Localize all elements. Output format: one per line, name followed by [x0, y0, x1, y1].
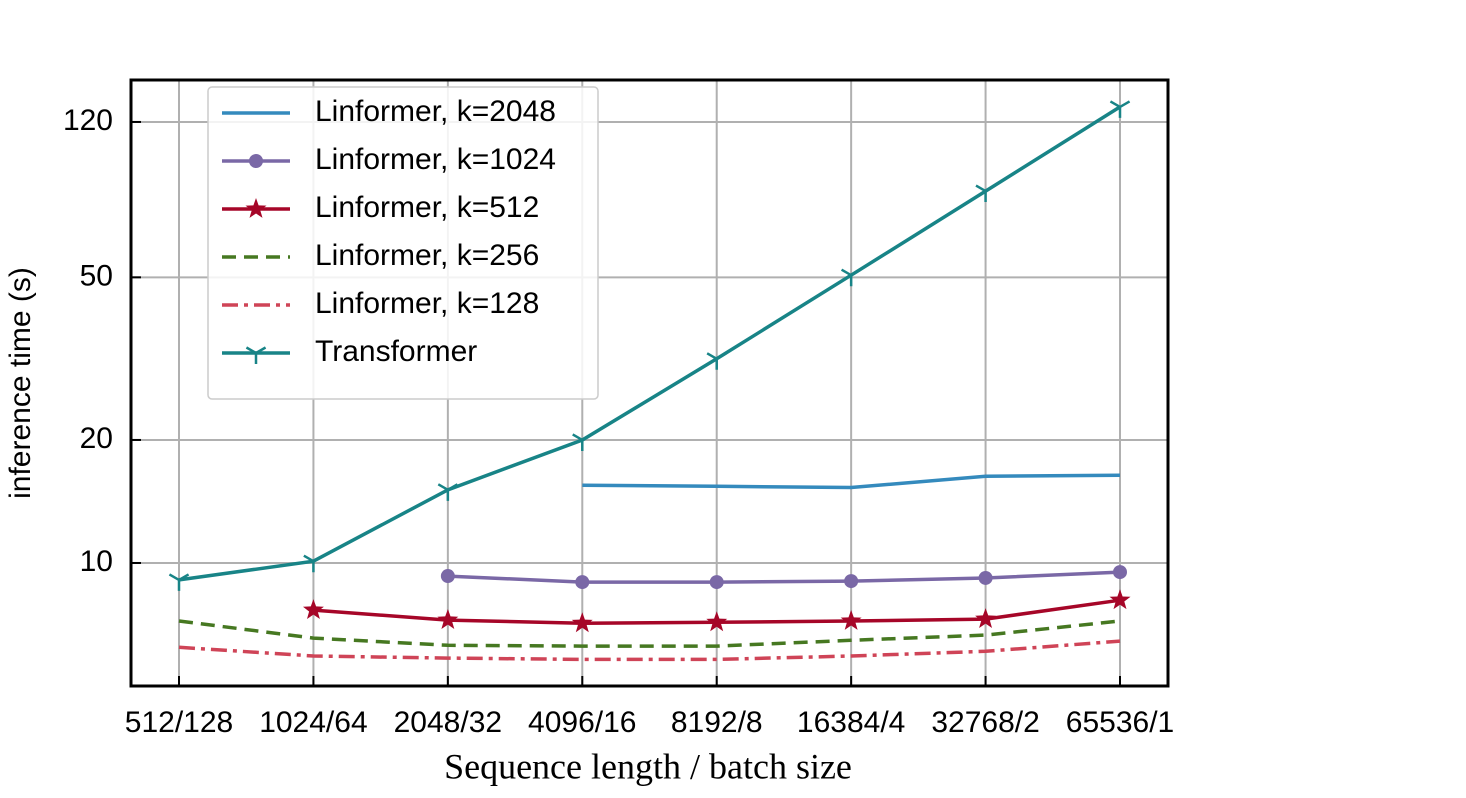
x-axis-label: Sequence length / batch size — [444, 746, 852, 786]
legend-label: Linformer, k=128 — [315, 287, 539, 320]
marker — [249, 154, 263, 168]
marker — [572, 433, 593, 451]
marker — [978, 570, 993, 585]
marker — [437, 609, 459, 629]
marker — [303, 554, 324, 573]
y-axis-label: inference time (s) — [4, 267, 37, 499]
marker — [706, 352, 727, 370]
legend-label: Linformer, k=256 — [315, 239, 539, 272]
marker — [1109, 100, 1131, 118]
plot-frame — [129, 78, 1170, 688]
y-tick-label: 20 — [80, 422, 113, 455]
legend-label: Transformer — [315, 335, 477, 368]
x-tick-label: 8192/8 — [671, 706, 763, 739]
marker — [245, 198, 267, 218]
marker — [706, 611, 728, 632]
y-tick-label: 10 — [80, 545, 113, 578]
marker — [844, 574, 859, 589]
legend-label: Linformer, k=2048 — [315, 95, 556, 128]
x-tick-label: 32768/2 — [931, 706, 1039, 739]
marker — [575, 575, 590, 590]
series-line — [178, 105, 1121, 582]
x-tick-label: 4096/16 — [528, 706, 636, 739]
x-tick-label: 1024/64 — [259, 706, 367, 739]
marker — [303, 599, 324, 619]
legend: Linformer, k=2048 Linformer, k=1024 Linfor… — [207, 86, 599, 400]
legend-label: Linformer, k=1024 — [315, 143, 556, 176]
series-line — [178, 639, 1121, 662]
marker — [437, 483, 459, 501]
series-line — [178, 619, 1121, 648]
marker — [1109, 589, 1131, 610]
x-tick-label: 2048/32 — [394, 706, 502, 739]
marker — [571, 612, 593, 633]
marker — [975, 608, 996, 628]
marker — [1113, 565, 1127, 580]
x-tick-label: 512/128 — [125, 706, 233, 739]
legend-box — [207, 86, 599, 400]
marker — [840, 268, 862, 287]
marker — [975, 184, 996, 203]
legend-label: Linformer, k=512 — [315, 191, 539, 224]
marker — [245, 346, 267, 364]
series-line — [582, 473, 1121, 490]
series-line — [447, 570, 1121, 584]
x-tick-label: 65536/1 — [1066, 706, 1174, 739]
marker — [709, 575, 724, 590]
marker — [840, 610, 862, 630]
y-tick-label: 50 — [80, 259, 113, 292]
marker — [440, 569, 455, 584]
x-tick-label: 16384/4 — [797, 706, 905, 739]
marker — [168, 573, 190, 591]
y-tick-label: 120 — [63, 104, 113, 137]
